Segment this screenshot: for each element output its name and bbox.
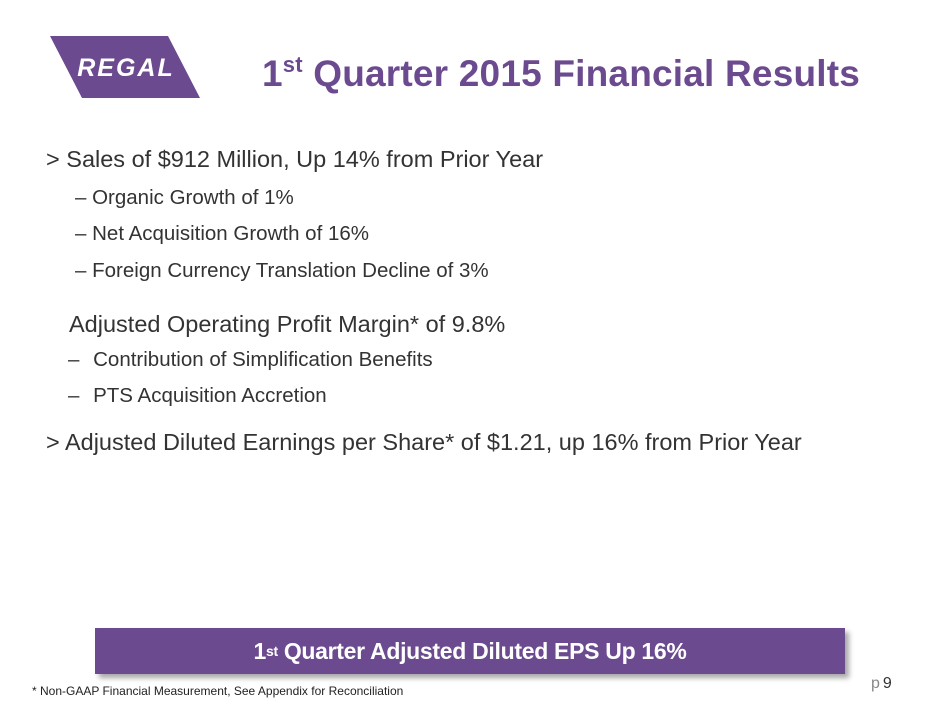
bullet-text: Sales of $912 Million, Up 14% from Prior… xyxy=(66,146,544,172)
regal-logo-shape: REGAL xyxy=(50,36,200,98)
sub-bullet-acquisition: – Net Acquisition Growth of 16% xyxy=(75,222,369,246)
sub-bullet-text: PTS Acquisition Accretion xyxy=(93,384,327,407)
page-title: 1st Quarter 2015 Financial Results xyxy=(262,52,860,95)
sub-bullet-pts: – PTS Acquisition Accretion xyxy=(68,384,327,408)
logo-text: REGAL xyxy=(77,54,175,82)
title-number: 1 xyxy=(262,53,283,94)
bullet-text: Adjusted Operating Profit Margin* of 9.8… xyxy=(69,311,506,337)
callout-superscript: st xyxy=(265,643,278,659)
sub-bullet-text: Foreign Currency Translation Decline of … xyxy=(92,259,489,282)
sub-bullet-text: Net Acquisition Growth of 16% xyxy=(92,222,369,245)
bullet-marker: > xyxy=(46,146,60,172)
page-number-value: 9 xyxy=(882,675,892,692)
bullet-sales: > Sales of $912 Million, Up 14% from Pri… xyxy=(46,146,543,173)
page-prefix: p xyxy=(871,675,880,692)
sub-bullet-marker: – xyxy=(75,222,87,245)
sub-bullet-marker: – xyxy=(68,348,80,371)
sub-bullet-marker: – xyxy=(68,384,80,407)
title-text: Quarter 2015 Financial Results xyxy=(302,53,861,94)
bullet-marker: > xyxy=(46,429,60,455)
footnote: * Non-GAAP Financial Measurement, See Ap… xyxy=(32,684,404,698)
bullet-eps: > Adjusted Diluted Earnings per Share* o… xyxy=(46,429,802,456)
sub-bullet-marker: – xyxy=(75,186,87,209)
callout-number: 1 xyxy=(253,637,266,664)
sub-bullet-currency: – Foreign Currency Translation Decline o… xyxy=(75,259,489,283)
sub-bullet-organic: – Organic Growth of 1% xyxy=(75,186,294,210)
regal-logo: REGAL xyxy=(50,36,200,98)
callout-text: Quarter Adjusted Diluted EPS Up 16% xyxy=(283,637,687,664)
sub-bullet-text: Organic Growth of 1% xyxy=(92,186,294,209)
bullet-text: Adjusted Diluted Earnings per Share* of … xyxy=(64,429,802,455)
sub-bullet-marker: – xyxy=(75,259,87,282)
bullet-operating-margin: Adjusted Operating Profit Margin* of 9.8… xyxy=(69,311,505,338)
sub-bullet-simplification: – Contribution of Simplification Benefit… xyxy=(68,348,433,372)
sub-bullet-text: Contribution of Simplification Benefits xyxy=(93,348,433,371)
title-superscript: st xyxy=(282,52,303,77)
